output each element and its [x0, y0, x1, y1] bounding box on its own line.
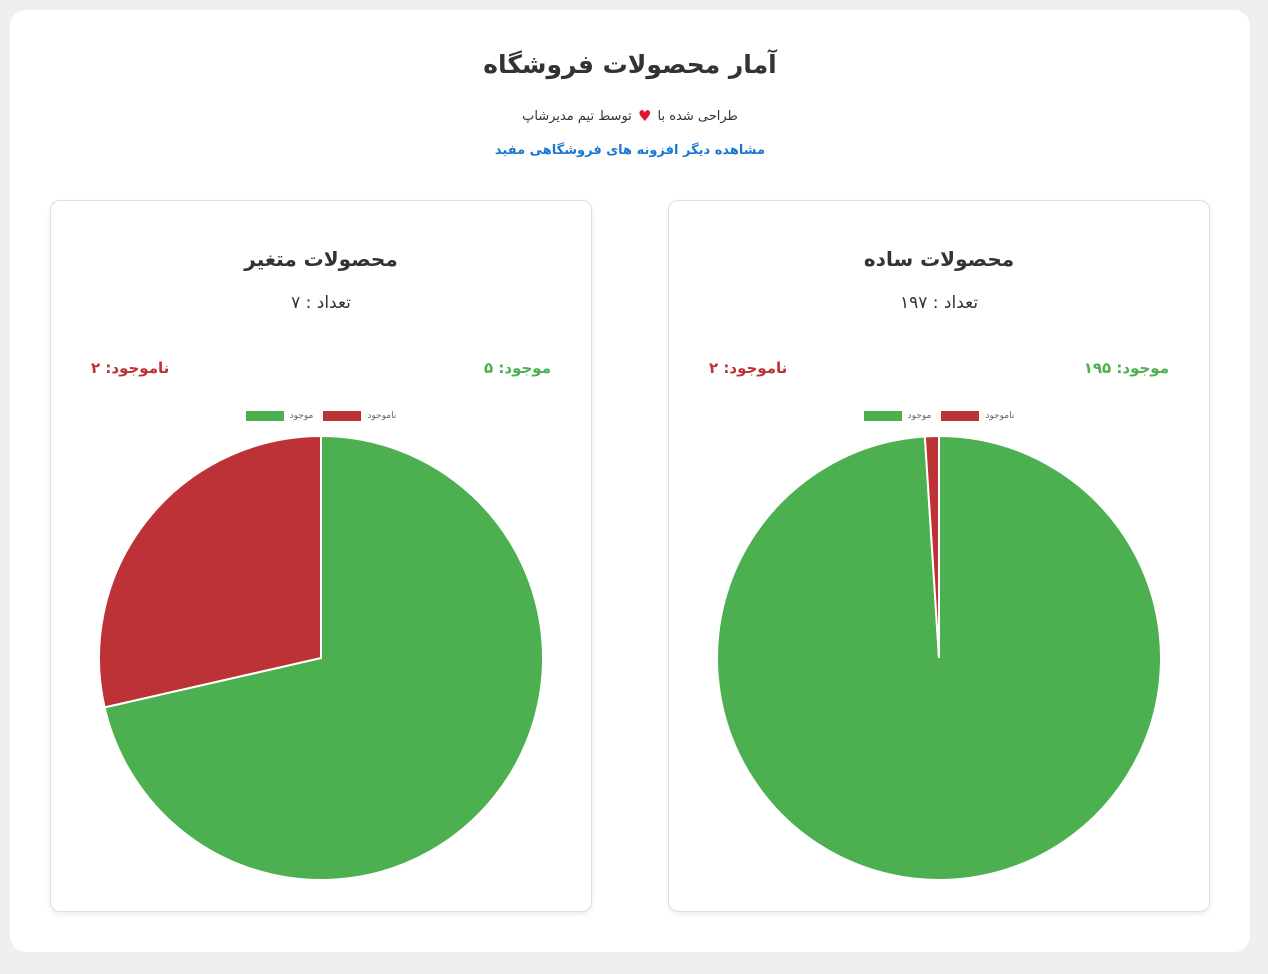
simple-products-card: محصولات ساده تعداد : ۱۹۷ موجود: ۱۹۵ نامو…	[668, 200, 1210, 912]
variable-products-pie-chart	[98, 434, 544, 881]
simple-products-pie-chart	[716, 434, 1162, 881]
simple-products-count: تعداد : ۱۹۷	[899, 293, 979, 313]
simple-in-stock-stat: موجود: ۱۹۵	[1083, 359, 1169, 377]
variable-in-stock-stat: موجود: ۵	[484, 359, 551, 377]
legend-swatch-in-stock	[245, 411, 284, 421]
credit-line: طراحی شده با ♥ توسط تیم مدیرشاپ	[10, 106, 1250, 125]
more-plugins-link[interactable]: مشاهده دیگر افزونه های فروشگاهی مفید	[494, 143, 766, 158]
variable-out-of-stock-stat: ناموجود: ۲	[91, 359, 170, 377]
legend-label-in-stock: موجود	[907, 411, 932, 421]
legend-swatch-in-stock	[863, 411, 902, 421]
variable-products-card: محصولات متغیر تعداد : ۷ موجود: ۵ ناموجود…	[50, 200, 592, 912]
simple-products-title: محصولات ساده	[863, 247, 1015, 271]
page-title: آمار محصولات فروشگاه	[483, 50, 777, 79]
legend-label-out-of-stock: ناموجود	[985, 411, 1015, 421]
credit-text-after: توسط تیم مدیرشاپ	[522, 109, 632, 124]
variable-products-count: تعداد : ۷	[291, 293, 351, 313]
pie-slice-in-stock[interactable]	[103, 434, 544, 881]
stats-panel: آمار محصولات فروشگاه طراحی شده با ♥ توسط…	[10, 10, 1250, 952]
legend-label-in-stock: موجود	[289, 411, 314, 421]
variable-products-title: محصولات متغیر	[244, 247, 398, 271]
legend-swatch-out-of-stock	[323, 411, 362, 421]
legend-item-in-stock[interactable]: موجود	[863, 411, 932, 421]
heart-icon: ♥	[637, 107, 652, 125]
pie-slice-out-of-stock[interactable]	[923, 434, 940, 659]
legend-item-out-of-stock[interactable]: ناموجود	[941, 411, 1014, 421]
credit-text-before: طراحی شده با	[657, 109, 738, 124]
simple-out-of-stock-stat: ناموجود: ۲	[709, 359, 788, 377]
variable-chart-legend: ناموجود موجود	[51, 411, 591, 421]
legend-item-out-of-stock[interactable]: ناموجود	[323, 411, 396, 421]
pie-slice-out-of-stock[interactable]	[98, 434, 322, 709]
legend-item-in-stock[interactable]: موجود	[245, 411, 314, 421]
simple-chart-legend: ناموجود موجود	[669, 411, 1209, 421]
legend-label-out-of-stock: ناموجود	[367, 411, 397, 421]
legend-swatch-out-of-stock	[941, 411, 980, 421]
